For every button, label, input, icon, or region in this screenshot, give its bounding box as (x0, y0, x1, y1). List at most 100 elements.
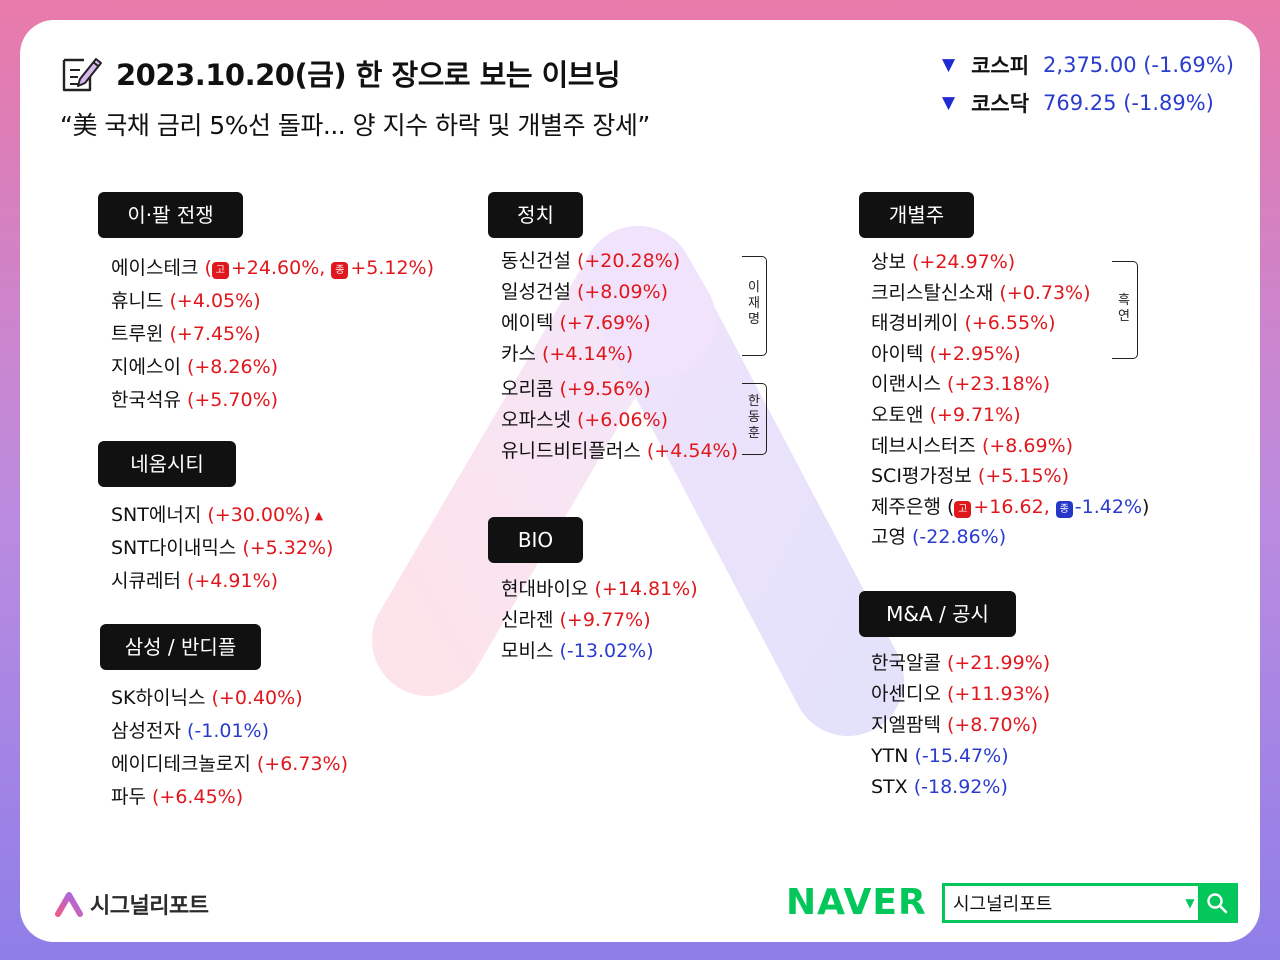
group-label-lee: 이재명 (748, 280, 760, 327)
stock-name: 휴니드 (111, 290, 164, 312)
list-item: 신라젠 (+9.77%) (501, 605, 698, 636)
naver-logo: NAVER (786, 882, 927, 923)
brand-logo: 시그널리포트 (54, 888, 209, 920)
list-item: 카스 (+4.14%) (501, 339, 680, 370)
stock-change: (+6.45%) (152, 786, 244, 808)
up-triangle-icon: ▲ (314, 509, 324, 522)
list-samsung: SK하이닉스 (+0.40%) 삼성전자 (-1.01%) 에이디테크놀로지 (… (111, 682, 348, 814)
stock-name: SNT다이내믹스 (111, 537, 237, 559)
stock-name: 오리콤 (501, 378, 554, 400)
dropdown-arrow-icon[interactable]: ▼ (1185, 896, 1195, 910)
list-item: SCI평가정보 (+5.15%) (871, 461, 1149, 492)
category-neom: 네옴시티 (98, 441, 236, 487)
group-bracket (1112, 261, 1138, 359)
list-item: 휴니드 (+4.05%) (111, 285, 434, 318)
stock-change: (+8.26%) (186, 356, 279, 378)
stock-name: 아센디오 (871, 683, 941, 705)
stock-name: 아이텍 (871, 342, 924, 365)
stock-change: (-18.92%) (913, 776, 1008, 798)
list-item: 제주은행 (고 +16.62, 종 -1.42%) (871, 492, 1149, 523)
list-item: 트루윈 (+7.45%) (111, 318, 434, 351)
stock-change: (+9.71%) (929, 403, 1021, 426)
stock-name: 데브시스터즈 (871, 434, 976, 457)
group-label-graphite: 흑연 (1118, 293, 1130, 324)
stock-change: (+6.73%) (256, 753, 348, 775)
list-ma: 한국알콜 (+21.99%) 아센디오 (+11.93%) 지엘팜텍 (+8.7… (871, 648, 1050, 803)
stock-change: (+21.99%) (946, 652, 1051, 674)
stock-change: (+24.97%) (912, 251, 1016, 273)
down-triangle-icon: ▼ (942, 93, 956, 113)
stock-name: 현대바이오 (501, 578, 589, 600)
stock-name: 오토앤 (871, 403, 924, 426)
list-item: 데브시스터즈 (+8.69%) (871, 431, 1149, 462)
stock-name: 고영 (871, 526, 906, 549)
index-kosdaq: ▼ 코스닥 769.25 (-1.89%) (942, 88, 1214, 118)
stock-change: +16.62, (973, 495, 1050, 518)
stock-name: SNT에너지 (111, 504, 202, 526)
list-item: SNT다이내믹스 (+5.32%) (111, 532, 333, 565)
stock-change: +5.12% (350, 257, 427, 279)
stock-name: 일성건설 (501, 281, 571, 303)
stock-name: 삼성전자 (111, 720, 181, 742)
stock-change: +24.60%, (230, 257, 326, 279)
stock-change: (+2.95%) (929, 342, 1021, 365)
list-item: 한국석유 (+5.70%) (111, 384, 434, 417)
list-item: 유니드비티플러스 (+4.54%) (501, 436, 738, 467)
stock-name: SK하이닉스 (111, 687, 206, 709)
stock-name: YTN (871, 745, 909, 767)
list-item: 삼성전자 (-1.01%) (111, 715, 348, 748)
background-logo-watermark (372, 226, 904, 736)
group-bracket (742, 383, 767, 455)
paren: ) (1142, 495, 1150, 518)
stock-name: 유니드비티플러스 (501, 440, 641, 462)
category-ma: M&A / 공시 (859, 591, 1016, 637)
signal-report-logo-icon (55, 892, 83, 917)
search-button[interactable] (1198, 886, 1235, 920)
stock-change: (+14.81%) (594, 578, 698, 600)
stock-name: 에이텍 (501, 312, 554, 334)
stock-change: (+4.05%) (169, 290, 261, 312)
list-item: STX (-18.92%) (871, 772, 1050, 803)
list-item: 오토앤 (+9.71%) (871, 400, 1149, 431)
stock-change: (+5.70%) (186, 389, 279, 411)
stock-name: 한국알콜 (871, 652, 941, 674)
stock-change: (+0.73%) (999, 281, 1091, 304)
stock-name: 오파스넷 (501, 409, 571, 431)
search-icon (1206, 893, 1227, 914)
stock-change: (-22.86%) (912, 526, 1007, 549)
stock-name: STX (871, 776, 908, 798)
list-politics-group1: 동신건설 (+20.28%) 일성건설 (+8.09%) 에이텍 (+7.69%… (501, 246, 680, 370)
stock-change: (+30.00%) (207, 504, 311, 526)
paren: ) (426, 257, 435, 279)
list-item: 에이스테크 (고 +24.60%, 종 +5.12%) (111, 252, 434, 285)
stock-change: (-15.47%) (914, 745, 1009, 767)
list-item: 아센디오 (+11.93%) (871, 679, 1050, 710)
category-individual: 개별주 (859, 192, 974, 238)
page-subtitle: “美 국채 금리 5%선 돌파... 양 지수 하락 및 개별주 장세” (60, 111, 650, 140)
search-input[interactable] (945, 891, 1175, 915)
stock-change: (+6.06%) (576, 409, 669, 431)
stock-change: (+9.77%) (559, 609, 651, 631)
high-badge: 고 (954, 500, 972, 518)
search-bar: ▼ (942, 883, 1238, 923)
list-item: 오리콤 (+9.56%) (501, 374, 738, 405)
stock-change: (+6.55%) (964, 312, 1056, 335)
paren: ( (946, 495, 955, 518)
category-bio: BIO (488, 517, 583, 563)
stock-name: 시큐레터 (111, 570, 181, 592)
stock-name: 태경비케이 (871, 312, 959, 335)
list-item: 파두 (+6.45%) (111, 781, 348, 814)
stock-change: (+9.56%) (559, 378, 651, 400)
stock-name: 파두 (111, 786, 146, 808)
category-war: 이·팔 전쟁 (98, 192, 243, 238)
list-war: 에이스테크 (고 +24.60%, 종 +5.12%) 휴니드 (+4.05%) 트… (111, 252, 434, 417)
list-item: 에이텍 (+7.69%) (501, 308, 680, 339)
list-neom: SNT에너지 (+30.00%) ▲ SNT다이내믹스 (+5.32%) 시큐레터… (111, 499, 333, 598)
list-item: SNT에너지 (+30.00%) ▲ (111, 499, 333, 532)
stock-change: (+7.45%) (169, 323, 261, 345)
stock-name: 제주은행 (871, 495, 941, 518)
index-value: 769.25 (-1.89%) (1043, 91, 1214, 115)
list-item: 오파스넷 (+6.06%) (501, 405, 738, 436)
close-badge: 종 (1055, 500, 1073, 518)
list-individual: 상보 (+24.97%) 크리스탈신소재 (+0.73%) 태경비케이 (+6.… (871, 247, 1149, 553)
